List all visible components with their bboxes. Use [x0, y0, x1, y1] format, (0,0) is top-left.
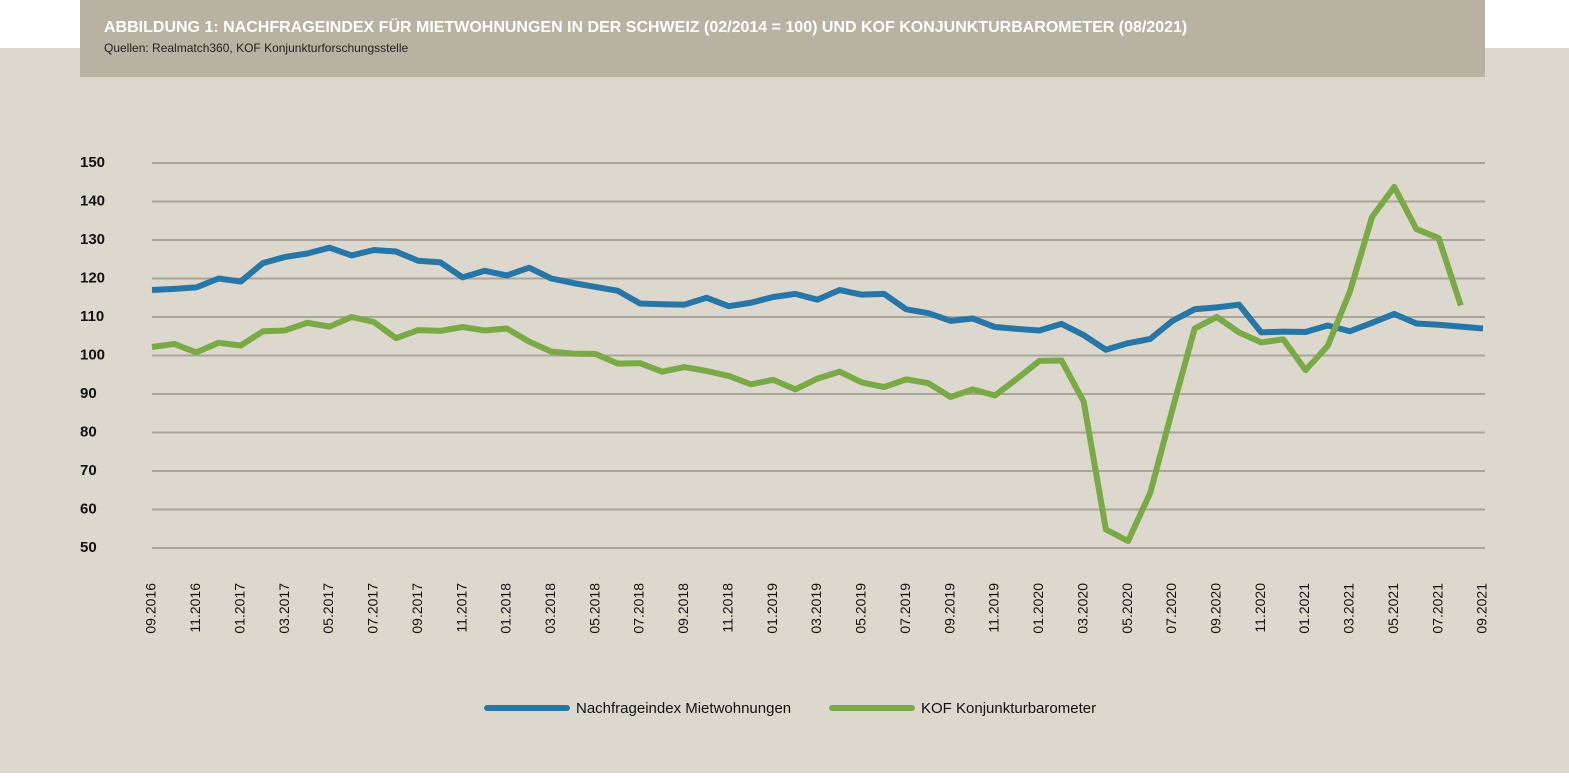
y-tick-label: 110 — [80, 308, 104, 325]
legend-label: Nachfrageindex Mietwohnungen — [576, 700, 791, 717]
x-tick-label: 09.2016 — [143, 583, 159, 634]
y-tick-label: 100 — [80, 346, 105, 363]
x-tick-label: 03.2020 — [1074, 583, 1090, 634]
x-tick-label: 09.2020 — [1208, 583, 1224, 634]
chart-title: ABBILDUNG 1: NACHFRAGEINDEX FÜR MIETWOHN… — [104, 17, 1187, 36]
x-tick-label: 01.2018 — [498, 583, 514, 634]
x-tick-label: 09.2021 — [1474, 583, 1490, 634]
x-tick-label: 01.2017 — [231, 583, 247, 634]
x-tick-label: 11.2017 — [453, 583, 469, 633]
x-tick-label: 09.2019 — [941, 583, 957, 634]
x-tick-label: 09.2017 — [409, 583, 425, 634]
x-tick-label: 03.2017 — [276, 583, 292, 634]
x-tick-label: 05.2018 — [586, 583, 602, 634]
x-tick-label: 05.2017 — [320, 583, 336, 634]
y-tick-label: 150 — [80, 154, 105, 171]
y-tick-label: 60 — [80, 500, 97, 517]
y-tick-label: 140 — [80, 192, 105, 209]
x-tick-label: 01.2020 — [1030, 583, 1046, 634]
y-tick-label: 80 — [80, 423, 97, 440]
x-tick-label: 11.2020 — [1252, 583, 1268, 633]
legend-label: KOF Konjunkturbarometer — [921, 700, 1096, 717]
x-tick-label: 09.2018 — [675, 583, 691, 634]
x-tick-label: 03.2018 — [542, 583, 558, 634]
x-tick-label: 05.2020 — [1119, 583, 1135, 634]
y-tick-label: 50 — [80, 539, 97, 556]
x-tick-label: 07.2017 — [365, 583, 381, 634]
y-tick-label: 90 — [80, 385, 97, 402]
x-tick-label: 01.2019 — [764, 583, 780, 634]
x-tick-label: 11.2018 — [719, 583, 735, 633]
x-tick-label: 05.2019 — [853, 583, 869, 634]
header — [80, 0, 1485, 77]
x-tick-label: 03.2019 — [808, 583, 824, 634]
x-tick-label: 07.2020 — [1163, 583, 1179, 634]
x-tick-label: 11.2016 — [187, 583, 203, 633]
x-tick-label: 01.2021 — [1296, 583, 1312, 634]
y-tick-label: 70 — [80, 462, 97, 479]
background — [0, 48, 1569, 773]
chart-subtitle: Quellen: Realmatch360, KOF Konjunkturfor… — [104, 41, 408, 55]
x-tick-label: 05.2021 — [1385, 583, 1401, 634]
series-line — [151, 183, 1464, 545]
x-tick-label: 07.2018 — [631, 583, 647, 634]
series-line — [151, 244, 1484, 353]
x-tick-label: 11.2019 — [986, 583, 1002, 633]
y-tick-label: 130 — [80, 231, 105, 248]
y-tick-label: 120 — [80, 269, 105, 286]
x-tick-label: 07.2019 — [897, 583, 913, 634]
x-tick-label: 03.2021 — [1341, 583, 1357, 634]
x-tick-label: 07.2021 — [1429, 583, 1445, 634]
